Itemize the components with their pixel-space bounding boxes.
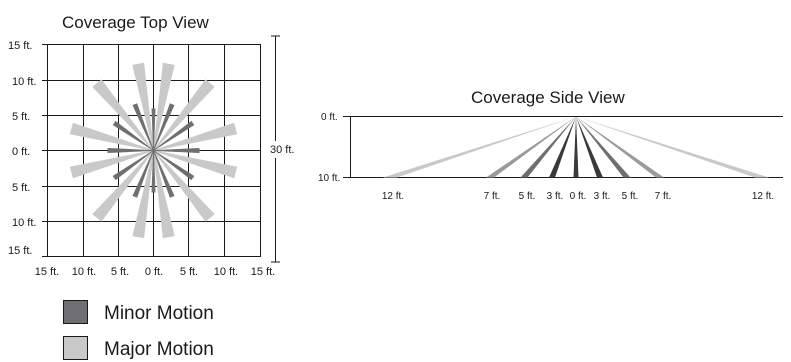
minor-motion-beam [132,103,154,151]
side-view-axes [343,116,783,178]
y-tick-label: 5 ft. [12,182,30,194]
major-motion-beam [153,79,215,151]
minor-motion-beam [132,150,154,198]
minor-motion-beam [153,148,200,153]
x-tick-label: 15 ft. [251,266,275,278]
side-view-plot: 0 ft. 10 ft. 12 ft. 7 ft. 5 ft. 3 ft. 0 … [318,112,783,202]
side-x-tick-label: 3 ft. [594,191,611,202]
minor-motion-beam [112,150,154,181]
side-x-tick-label: 0 ft. [570,191,587,202]
major-motion-beam [153,62,175,151]
legend-item-major: Major Motion [63,336,214,360]
side-view-beam [576,116,664,178]
x-tick-label: 5 ft. [111,266,129,278]
major-motion-beam [153,150,238,179]
minor-motion-beam [153,150,195,181]
span-dimension [271,35,280,263]
x-tick-label: 5 ft. [180,266,198,278]
major-motion-beam [153,150,215,222]
side-x-tick-label: 7 ft. [655,191,672,202]
side-y-bottom-label: 10 ft. [318,173,340,184]
minor-motion-beam [153,120,195,151]
legend-label-minor: Minor Motion [104,303,214,324]
side-x-tick-label: 3 ft. [547,191,564,202]
minor-motion-beam [107,148,154,153]
top-view-y-ticks [42,44,48,257]
y-tick-label: 5 ft. [12,111,30,123]
top-view-x-labels: 15 ft. 10 ft. 5 ft. 0 ft. 5 ft. 10 ft. 1… [35,266,275,278]
x-tick-label: 0 ft. [145,266,163,278]
side-x-tick-label: 7 ft. [484,191,501,202]
y-tick-label: 10 ft. [12,76,36,88]
top-view-y-labels: 15 ft. 10 ft. 5 ft. 0 ft. 5 ft. 10 ft. 1… [8,40,36,257]
side-view-beam [576,116,603,178]
side-view-beam [576,116,631,178]
minor-motion-beam [153,150,175,198]
major-motion-beam [132,62,154,151]
x-tick-label: 10 ft. [214,266,238,278]
legend-label-major: Major Motion [104,339,214,360]
top-view-plot: 15 ft. 10 ft. 5 ft. 0 ft. 5 ft. 10 ft. 1… [8,35,294,278]
x-tick-label: 15 ft. [35,266,59,278]
side-view-beam [576,116,769,178]
side-view-beams [383,116,769,178]
y-tick-label: 15 ft. [8,40,32,52]
side-x-tick-label: 5 ft. [519,191,536,202]
side-x-tick-label: 5 ft. [622,191,639,202]
side-view-x-labels: 12 ft. 7 ft. 5 ft. 3 ft. 0 ft. 3 ft. 5 f… [382,191,774,202]
side-view-beam [383,116,576,178]
legend-swatch-minor [63,300,88,324]
span-label: 30 ft. [270,144,294,156]
side-x-tick-label: 12 ft. [752,191,774,202]
legend-swatch-major [63,336,88,360]
major-motion-beam [132,150,154,239]
major-motion-beam [92,79,154,151]
major-motion-beam [92,150,154,222]
side-view-beam [573,116,579,178]
y-tick-label: 0 ft. [12,146,30,158]
major-motion-beam [69,150,154,179]
x-tick-label: 10 ft. [72,266,96,278]
side-x-tick-label: 12 ft. [382,191,404,202]
top-view-beams [69,62,238,239]
major-motion-beam [153,150,175,239]
minor-motion-beam [151,108,156,151]
y-tick-label: 15 ft. [8,245,32,257]
side-view-title: Coverage Side View [471,88,625,107]
top-view-title: Coverage Top View [62,13,210,32]
side-view-beam [486,116,576,178]
y-tick-label: 10 ft. [12,217,36,229]
side-view-beam [520,116,576,178]
minor-motion-beam [151,150,156,193]
side-view-beam [549,116,576,178]
major-motion-beam [69,122,154,151]
legend: Minor Motion Major Motion [63,300,214,360]
minor-motion-beam [153,103,175,151]
side-y-top-label: 0 ft. [321,112,338,123]
minor-motion-beam [112,120,154,151]
legend-item-minor: Minor Motion [63,300,214,324]
major-motion-beam [153,122,238,151]
